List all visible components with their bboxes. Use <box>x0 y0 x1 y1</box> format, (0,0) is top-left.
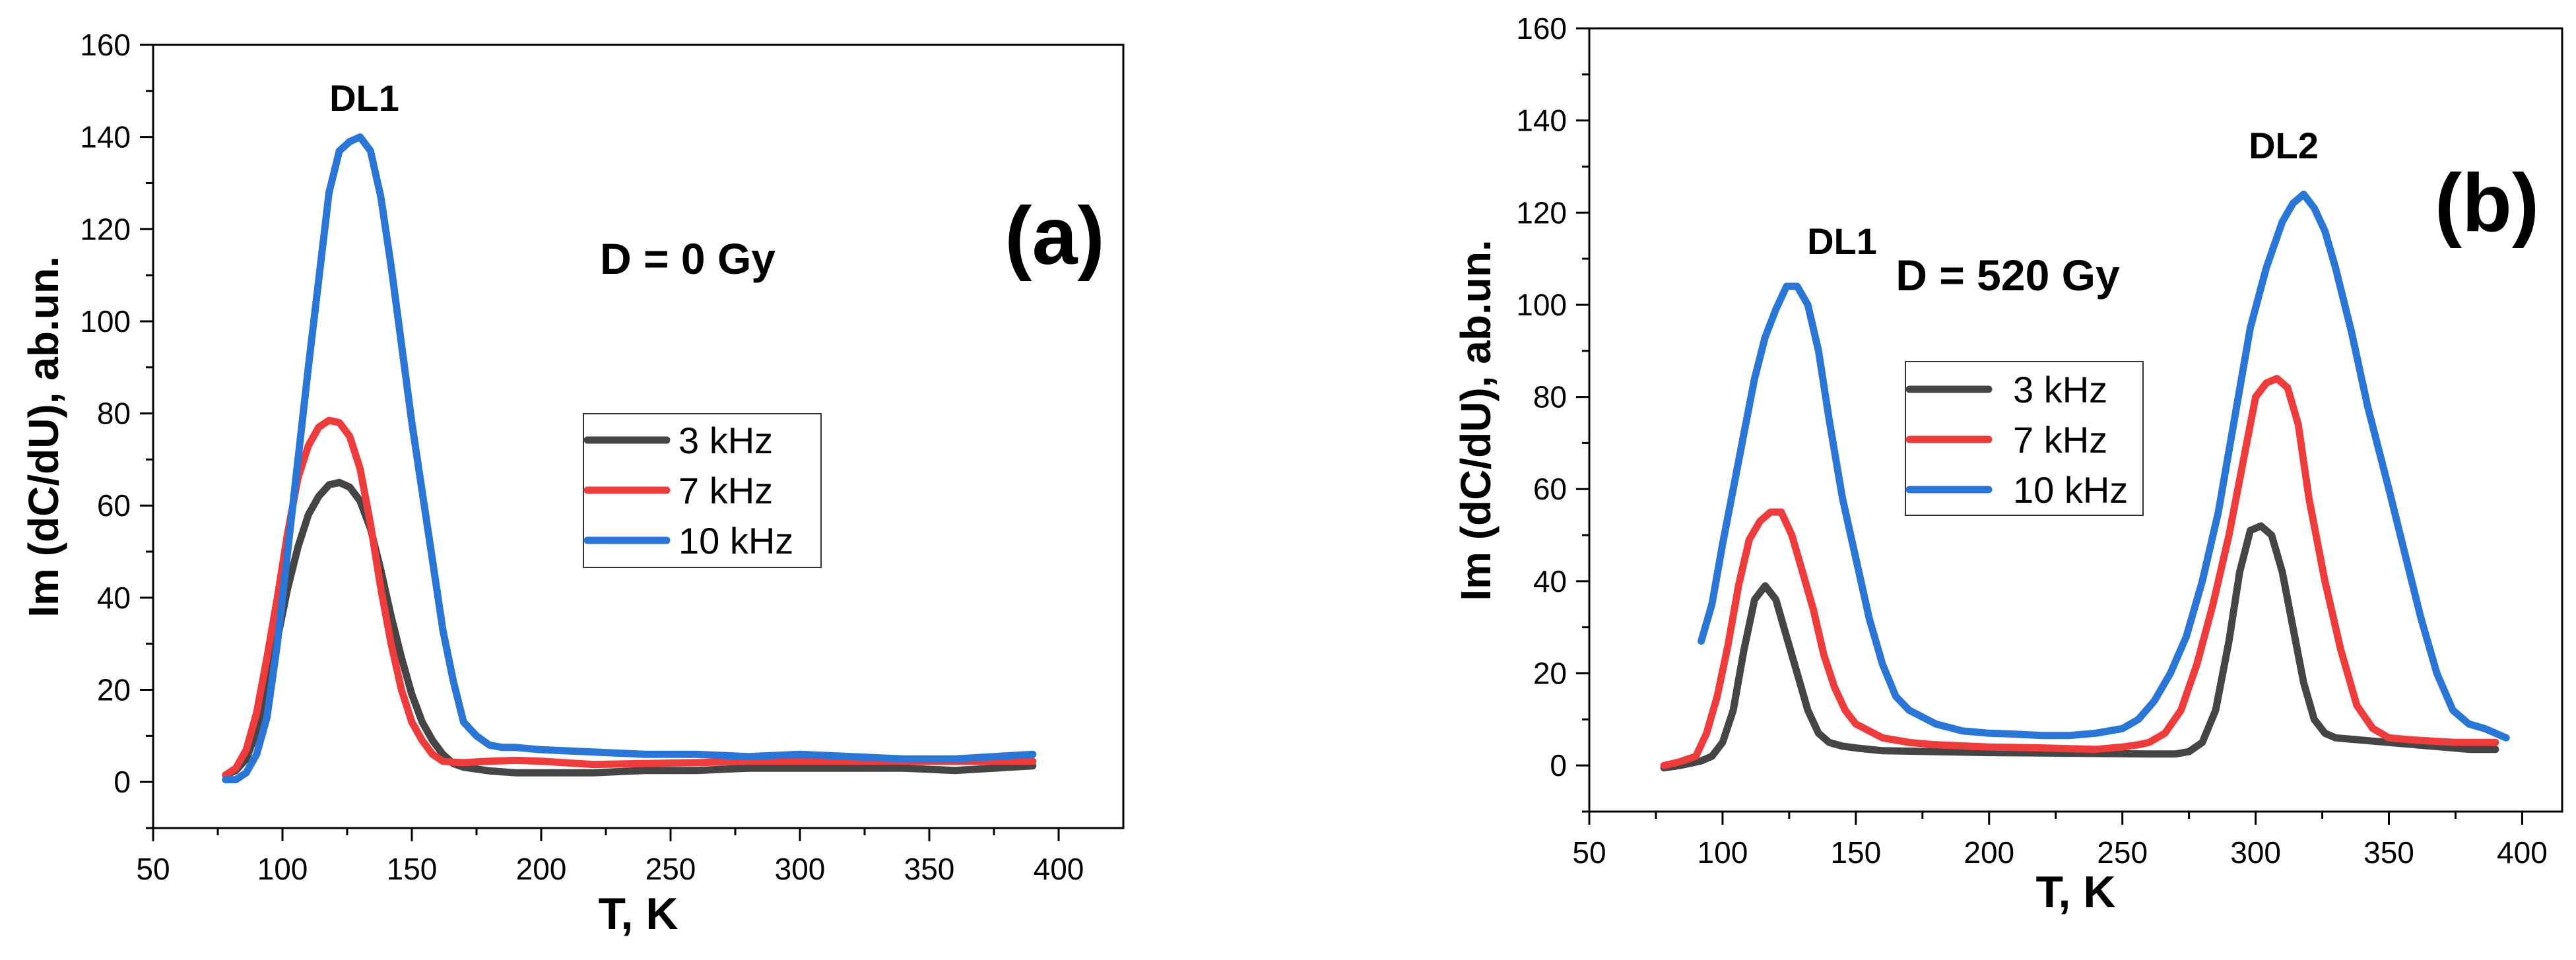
y-tick-label: 80 <box>1533 380 1567 414</box>
legend-label-10khz: 10 kHz <box>678 520 793 561</box>
y-tick-label: 100 <box>80 304 131 338</box>
y-axis-title: Im (dC/dU), ab.un. <box>20 256 67 618</box>
legend-label-3khz: 3 kHz <box>2013 369 2107 410</box>
x-tick-label: 350 <box>2363 835 2414 870</box>
y-tick-label: 160 <box>1516 11 1567 46</box>
series-line-10-khz <box>222 133 1037 784</box>
y-tick-label: 40 <box>97 581 131 615</box>
x-axis-title: T, K <box>599 889 678 939</box>
x-tick-label: 300 <box>775 852 826 886</box>
x-tick-label: 200 <box>1964 835 2014 870</box>
x-tick-label: 200 <box>516 852 567 886</box>
peak-label-dl1: DL1 <box>1807 220 1877 262</box>
series-line-10-khz <box>1698 190 2510 742</box>
dose-annotation: D = 520 Gy <box>1896 251 2120 300</box>
x-tick-label: 150 <box>387 852 438 886</box>
x-tick-label: 400 <box>1034 852 1084 886</box>
y-tick-label: 120 <box>1516 195 1567 230</box>
y-tick-label: 80 <box>97 397 131 431</box>
y-tick-label: 120 <box>80 212 131 246</box>
x-axis-title: T, K <box>2036 867 2116 917</box>
y-tick-label: 100 <box>1516 288 1567 322</box>
y-tick-label: 60 <box>1533 472 1567 506</box>
plot-frame <box>1588 27 2563 813</box>
y-tick-label: 0 <box>114 765 131 799</box>
series-line-7-khz <box>1660 375 2499 769</box>
dose-annotation: D = 0 Gy <box>600 234 776 283</box>
plot-frame <box>152 44 1125 829</box>
legend-label-7khz: 7 kHz <box>2013 419 2107 461</box>
series-line-3-khz <box>222 478 1037 779</box>
y-tick-label: 160 <box>80 28 131 62</box>
panel-a: 50 100 150 200 250 300 350 400 0 20 40 60 80 100 120 14… <box>20 28 1125 939</box>
x-tick-label: 250 <box>2097 835 2148 870</box>
x-tick-label: 50 <box>136 852 170 886</box>
axis-ticks: 50 100 150 200 250 300 350 400 0 20 40 60 80 100 120 14… <box>80 28 1084 886</box>
y-tick-label: 140 <box>1516 104 1567 138</box>
y-axis-title: Im (dC/dU), ab.un. <box>1452 240 1500 601</box>
legend: 3 kHz 7 kHz 10 kHz <box>583 413 822 568</box>
x-tick-label: 100 <box>1698 835 1748 870</box>
panel-label: (a) <box>1005 191 1105 282</box>
y-tick-label: 40 <box>1533 564 1567 598</box>
axis-ticks: 50 100 150 200 250 300 350 400 0 20 40 60 80 100 120 14… <box>1516 11 2548 870</box>
y-tick-label: 20 <box>97 673 131 707</box>
legend-label-10khz: 10 kHz <box>2013 469 2128 511</box>
panel-label: (b) <box>2435 158 2539 249</box>
legend-label-7khz: 7 kHz <box>678 470 773 511</box>
x-tick-label: 400 <box>2497 835 2548 870</box>
x-tick-label: 100 <box>257 852 308 886</box>
peak-label-dl1: DL1 <box>329 77 399 119</box>
series-line-3-khz <box>1660 522 2499 772</box>
panel-b: 50 100 150 200 250 300 350 400 0 20 40 60 80 100 120 14… <box>1452 11 2563 917</box>
y-tick-label: 60 <box>97 488 131 523</box>
x-tick-label: 300 <box>2230 835 2281 870</box>
peak-label-dl2: DL2 <box>2249 125 2319 166</box>
legend-label-3khz: 3 kHz <box>678 420 773 461</box>
x-tick-label: 250 <box>645 852 696 886</box>
series-layer <box>1660 190 2510 772</box>
x-tick-label: 150 <box>1830 835 1881 870</box>
y-tick-label: 0 <box>1550 748 1567 783</box>
x-tick-label: 350 <box>904 852 955 886</box>
x-tick-label: 50 <box>1572 835 1606 870</box>
series-layer <box>222 133 1037 784</box>
y-tick-label: 140 <box>80 120 131 154</box>
y-tick-label: 20 <box>1533 656 1567 691</box>
legend: 3 kHz 7 kHz 10 kHz <box>1905 361 2144 516</box>
